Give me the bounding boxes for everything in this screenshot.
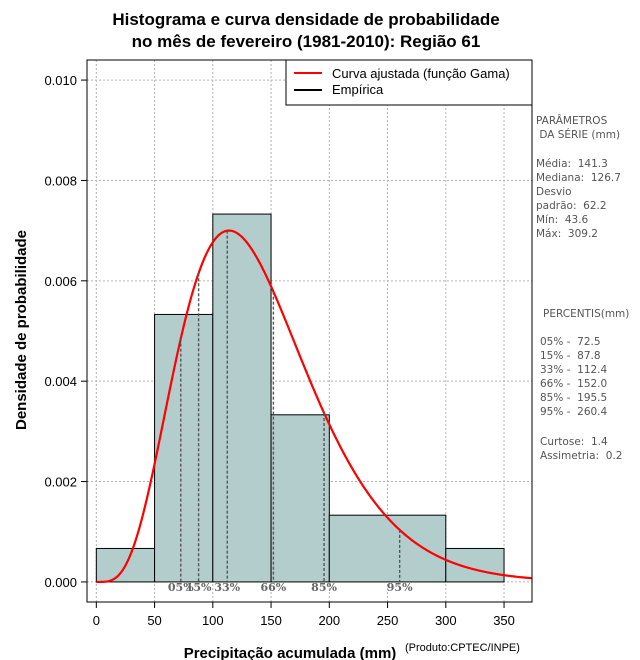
- percentile-95: 95% - 260.4: [540, 406, 608, 418]
- percentile-label-0: 05%: [168, 581, 194, 594]
- y-tick-label-4: 0.008: [44, 173, 77, 188]
- histogram-bars: [95, 213, 505, 583]
- percentile-05: 05% - 72.5: [540, 336, 601, 348]
- y-tick-label-0: 0.000: [44, 575, 77, 590]
- x-tick-label-0: 0: [93, 613, 100, 628]
- percentile-label-2: 33%: [214, 581, 240, 594]
- chart-title-line-2: no mês de fevereiro (1981-2010): Região …: [132, 32, 481, 51]
- percentile-85: 85% - 195.5: [540, 392, 607, 404]
- histogram-bar-2: [212, 213, 272, 583]
- legend-box: [285, 59, 533, 106]
- y-axis-title: Densidade de probabilidade: [13, 230, 30, 430]
- x-axis-title: Precipitação acumulada (mm): [184, 645, 397, 660]
- params-subtitle: DA SÉRIE (mm): [536, 128, 620, 141]
- x-tick-label-1: 50: [147, 613, 161, 628]
- percentile-label-5: 95%: [387, 581, 413, 594]
- histogram-bar-1: [154, 313, 214, 583]
- y-tick-label-2: 0.004: [44, 374, 77, 389]
- x-tick-label-5: 250: [377, 613, 399, 628]
- percentile-label-4: 85%: [311, 581, 337, 594]
- x-tick-label-7: 350: [493, 613, 515, 628]
- y-tick-label-3: 0.006: [44, 274, 77, 289]
- histogram-bar-3: [270, 414, 330, 583]
- x-tick-label-3: 150: [260, 613, 282, 628]
- gamma-curve-layer: [96, 229, 533, 584]
- x-tick-label-4: 200: [318, 613, 340, 628]
- legend: Curva ajustada (função Gama) Empírica: [285, 59, 533, 106]
- params-title: PARÂMETROS: [536, 114, 608, 127]
- x-axis: 0 50 100 150 200 250 300 350: [93, 602, 515, 628]
- stat-skewness: Assimetria: 0.2: [540, 450, 622, 462]
- stat-mean: Média: 141.3: [536, 158, 608, 170]
- y-tick-label-1: 0.002: [44, 475, 77, 490]
- stat-kurtosis: Curtose: 1.4: [540, 436, 608, 448]
- y-axis: 0.000 0.002 0.004 0.006 0.008 0.010: [44, 73, 87, 590]
- histogram-bar-5: [445, 547, 505, 583]
- stat-max: Máx: 309.2: [536, 228, 598, 240]
- x-tick-label-6: 300: [435, 613, 457, 628]
- legend-label-empirical: Empírica: [332, 82, 384, 97]
- percentile-markers: 05%15% 33% 66% 85% 95%: [168, 230, 413, 594]
- stat-sd: padrão: 62.2: [536, 200, 607, 212]
- legend-label-curve: Curva ajustada (função Gama): [332, 66, 510, 81]
- series-statistics-panel: PARÂMETROS DA SÉRIE (mm) Média: 141.3 Me…: [536, 114, 629, 462]
- percentiles-title: PERCENTIS(mm): [543, 308, 629, 320]
- product-credit: (Produto:CPTEC/INPE): [405, 642, 520, 654]
- x-tick-label-2: 100: [202, 613, 224, 628]
- stat-median: Mediana: 126.7: [536, 172, 621, 184]
- histogram-bar-4: [328, 514, 447, 583]
- percentile-label-1: 15%: [186, 581, 212, 594]
- percentile-33: 33% - 112.4: [540, 364, 608, 376]
- percentile-66: 66% - 152.0: [540, 378, 607, 390]
- percentile-15: 15% - 87.8: [540, 350, 601, 362]
- y-tick-label-5: 0.010: [44, 73, 77, 88]
- gamma-curve: [96, 229, 533, 584]
- percentile-label-3: 66%: [261, 581, 287, 594]
- stat-min: Mín: 43.6: [536, 214, 589, 226]
- chart-title-line-1: Histograma e curva densidade de probabil…: [112, 10, 499, 29]
- stat-sd-label: Desvio: [536, 186, 572, 198]
